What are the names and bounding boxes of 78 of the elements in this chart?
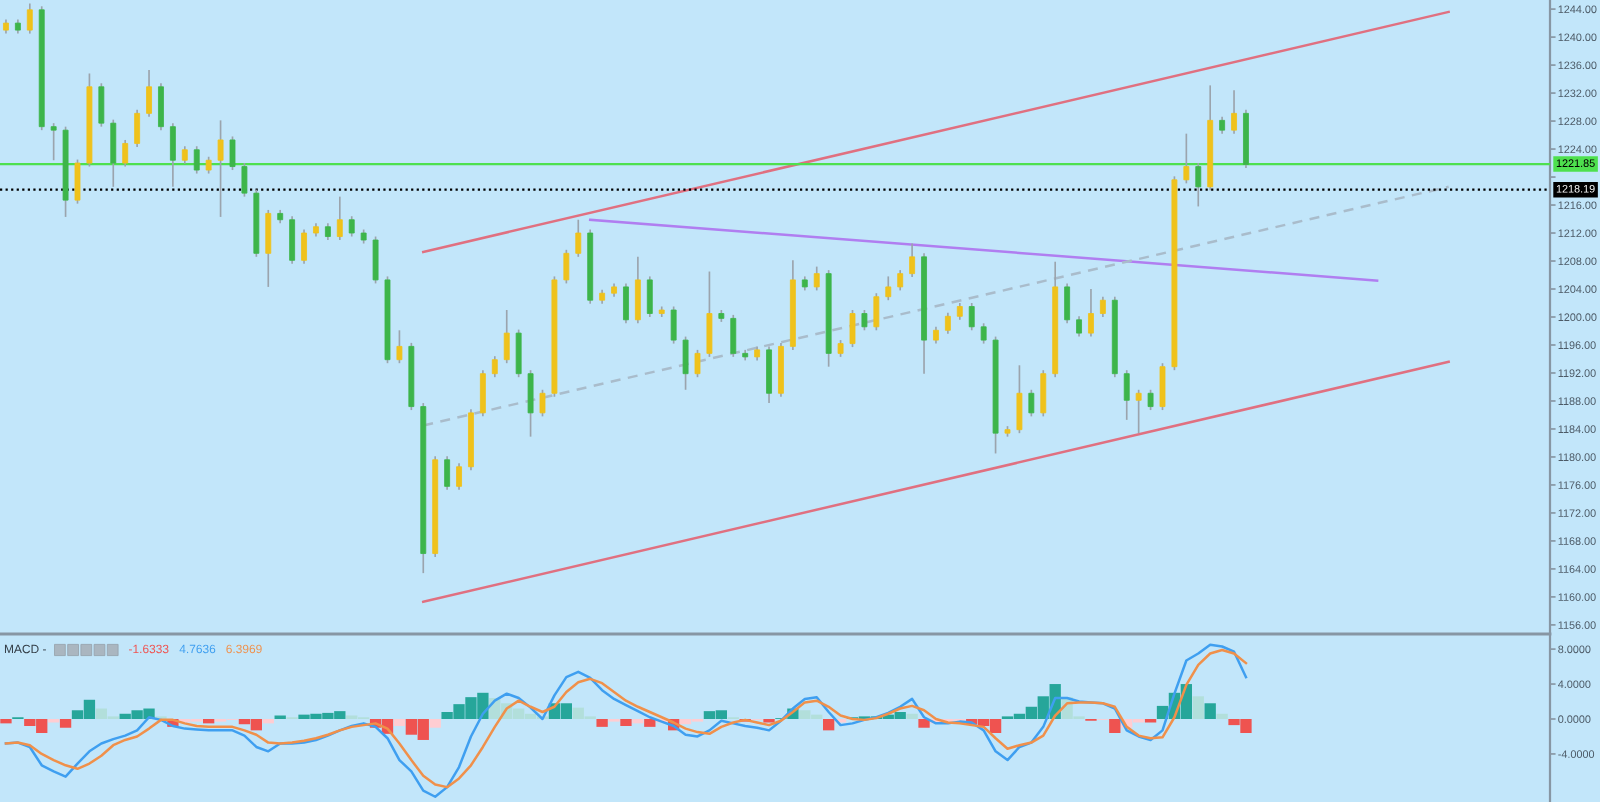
candlestick xyxy=(1231,89,1237,135)
candlestick xyxy=(1016,364,1023,434)
candlestick xyxy=(730,314,737,358)
candlestick xyxy=(897,269,904,292)
candlestick xyxy=(944,311,951,335)
candlestick xyxy=(634,255,641,325)
bar xyxy=(620,719,632,726)
candlestick xyxy=(372,235,379,285)
bar xyxy=(822,719,835,731)
candlestick xyxy=(1076,315,1082,338)
candlestick xyxy=(885,275,892,302)
candlestick xyxy=(1147,388,1154,411)
candlestick xyxy=(265,209,272,288)
candlestick xyxy=(670,305,677,345)
candlestick xyxy=(74,158,81,205)
bar xyxy=(1109,719,1121,733)
candlestick xyxy=(98,82,105,128)
candlestick xyxy=(623,282,629,325)
bar xyxy=(918,719,930,728)
candlestick xyxy=(694,349,701,379)
bar xyxy=(596,719,608,727)
candlestick xyxy=(241,162,248,198)
candlestick xyxy=(527,369,534,438)
candlestick xyxy=(479,369,486,418)
candlestick xyxy=(575,218,582,258)
candlestick xyxy=(289,215,296,265)
bar xyxy=(393,719,406,726)
candlestick xyxy=(1099,295,1106,318)
candlestick xyxy=(539,388,546,418)
candlestick xyxy=(766,345,772,404)
candlestick xyxy=(336,195,343,241)
candlestick xyxy=(1183,132,1190,185)
candlestick xyxy=(348,215,355,238)
bar xyxy=(1216,713,1228,719)
candlestick xyxy=(301,228,307,265)
candlestick xyxy=(980,322,987,345)
candlestick xyxy=(1159,362,1166,411)
candlestick xyxy=(491,355,498,379)
candlestick xyxy=(646,275,653,318)
candlestick xyxy=(134,109,141,148)
candlestick xyxy=(396,329,403,365)
candlestick xyxy=(1135,388,1142,434)
candlestick xyxy=(229,135,236,171)
candlestick xyxy=(146,69,152,118)
candlestick xyxy=(503,309,510,365)
candlestick xyxy=(122,139,129,168)
candlestick xyxy=(169,122,176,188)
candlestick xyxy=(813,265,820,292)
candlestick xyxy=(456,462,462,491)
candlestick xyxy=(682,335,689,391)
candlestick xyxy=(193,145,200,175)
candlestick xyxy=(110,118,117,188)
candlestick xyxy=(849,309,856,348)
bar xyxy=(906,713,918,719)
candlestick xyxy=(217,119,224,218)
candlestick xyxy=(1064,282,1071,325)
bar xyxy=(429,719,441,728)
candlestick xyxy=(515,328,522,379)
candlestick xyxy=(158,82,164,131)
bar xyxy=(1204,703,1216,719)
bar xyxy=(1192,696,1204,719)
candlestick xyxy=(50,122,57,162)
candlestick xyxy=(1195,162,1202,208)
candlestick xyxy=(1028,388,1035,418)
candlestick xyxy=(909,242,916,278)
candlestick xyxy=(444,455,451,491)
candlestick xyxy=(26,2,33,35)
candlestick xyxy=(1123,369,1130,421)
candlestick xyxy=(873,292,880,332)
candlestick xyxy=(1040,369,1047,418)
candlestick xyxy=(968,302,975,332)
candlestick xyxy=(563,248,570,285)
bar xyxy=(644,719,656,727)
candlestick xyxy=(1088,288,1094,338)
bar xyxy=(59,719,72,728)
candlestick xyxy=(861,309,868,332)
candlestick xyxy=(778,342,784,398)
candlestick xyxy=(706,270,713,358)
